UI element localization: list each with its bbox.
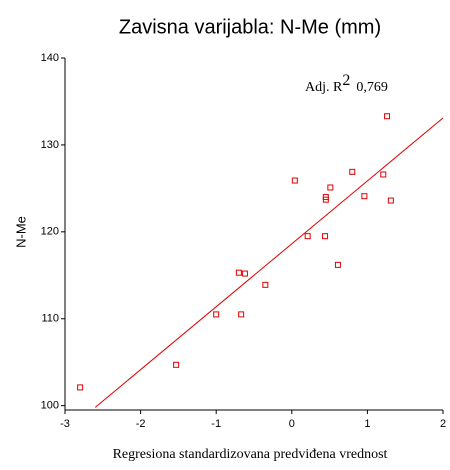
chart-title: Zavisna varijabla: N-Me (mm) xyxy=(119,16,381,38)
point xyxy=(334,261,341,268)
annotation-superscript: 2 xyxy=(342,72,350,89)
point xyxy=(262,281,269,288)
y-tick-label: 140 xyxy=(41,52,59,64)
y-tick-label: 110 xyxy=(41,313,59,325)
point xyxy=(241,270,248,277)
annotation-value: 0,769 xyxy=(356,80,388,95)
point xyxy=(238,311,245,318)
point xyxy=(361,193,368,200)
y-tick-label: 120 xyxy=(41,226,59,238)
annotation: Adj. R2 0,769 xyxy=(305,72,388,96)
point xyxy=(384,113,391,120)
point xyxy=(291,177,298,184)
x-tick-label: -2 xyxy=(136,418,146,430)
y-tick-label: 100 xyxy=(41,400,59,412)
point xyxy=(387,197,394,204)
x-tick-label: 1 xyxy=(364,418,370,430)
point xyxy=(380,171,387,178)
y-axis-label: N-Me xyxy=(13,216,28,248)
point xyxy=(322,196,329,203)
x-tick-label: 0 xyxy=(289,418,295,430)
point xyxy=(173,361,180,368)
point xyxy=(322,233,329,240)
regression-line xyxy=(94,117,444,408)
point xyxy=(327,184,334,191)
point xyxy=(77,384,84,391)
x-tick-label: 2 xyxy=(440,418,446,430)
point xyxy=(349,168,356,175)
point xyxy=(304,233,311,240)
y-tick-label: 130 xyxy=(41,139,59,151)
x-tick-label: -1 xyxy=(211,418,221,430)
point xyxy=(235,269,242,276)
point xyxy=(213,311,220,318)
annotation-label: Adj. R xyxy=(305,80,343,95)
x-tick-label: -3 xyxy=(60,418,70,430)
x-axis-label: Regresiona standardizovana predviđena vr… xyxy=(113,447,388,462)
